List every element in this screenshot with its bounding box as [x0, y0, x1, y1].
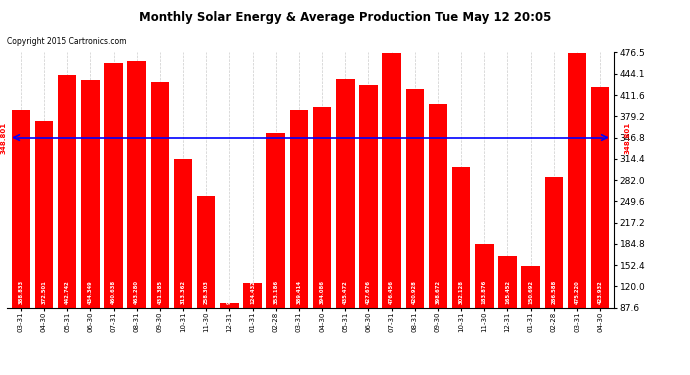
- Text: 435.472: 435.472: [343, 280, 348, 304]
- Bar: [12, 110, 30, 365]
- Text: 372.501: 372.501: [41, 280, 46, 304]
- Bar: [197, 196, 215, 365]
- Text: 442.742: 442.742: [65, 280, 70, 304]
- Text: 389.414: 389.414: [297, 280, 302, 304]
- Text: 286.588: 286.588: [551, 280, 556, 304]
- Bar: [359, 84, 377, 365]
- Text: 124.432: 124.432: [250, 280, 255, 304]
- Bar: [382, 53, 401, 365]
- Bar: [266, 134, 285, 365]
- Bar: [313, 106, 331, 365]
- Text: 394.086: 394.086: [319, 280, 324, 304]
- Bar: [34, 121, 53, 365]
- Bar: [336, 80, 355, 365]
- Text: Copyright 2015 Cartronics.com: Copyright 2015 Cartronics.com: [7, 38, 126, 46]
- Text: 348.801: 348.801: [625, 122, 631, 154]
- Text: 353.186: 353.186: [273, 280, 278, 304]
- Bar: [475, 244, 493, 365]
- Text: 95.214: 95.214: [227, 284, 232, 304]
- Bar: [428, 104, 447, 365]
- Text: 434.349: 434.349: [88, 280, 93, 304]
- Text: 475.220: 475.220: [575, 280, 580, 304]
- Bar: [220, 303, 239, 365]
- Text: 302.128: 302.128: [459, 280, 464, 304]
- Bar: [498, 256, 517, 365]
- Text: 463.280: 463.280: [134, 280, 139, 304]
- Bar: [58, 75, 77, 365]
- Text: 423.932: 423.932: [598, 280, 602, 304]
- Bar: [150, 82, 169, 365]
- Text: 348.801: 348.801: [1, 122, 6, 154]
- Bar: [522, 266, 540, 365]
- Bar: [591, 87, 609, 365]
- Text: 388.833: 388.833: [19, 280, 23, 304]
- Text: 313.362: 313.362: [181, 280, 186, 304]
- Text: 476.456: 476.456: [389, 280, 394, 304]
- Text: 431.385: 431.385: [157, 280, 162, 304]
- Bar: [406, 89, 424, 365]
- Text: 183.876: 183.876: [482, 280, 487, 304]
- Text: Monthly Solar Energy & Average Production Tue May 12 20:05: Monthly Solar Energy & Average Productio…: [139, 11, 551, 24]
- Bar: [568, 53, 586, 365]
- Bar: [81, 80, 99, 365]
- Text: 258.303: 258.303: [204, 280, 208, 304]
- Text: 398.672: 398.672: [435, 280, 440, 304]
- Bar: [452, 167, 471, 365]
- Text: 150.692: 150.692: [528, 280, 533, 304]
- Bar: [544, 177, 563, 365]
- Bar: [128, 61, 146, 365]
- Text: 460.638: 460.638: [111, 280, 116, 304]
- Bar: [290, 110, 308, 365]
- Bar: [104, 63, 123, 365]
- Text: 427.676: 427.676: [366, 280, 371, 304]
- Text: 420.928: 420.928: [413, 280, 417, 304]
- Bar: [244, 284, 262, 365]
- Text: 165.452: 165.452: [505, 280, 510, 304]
- Bar: [174, 159, 193, 365]
